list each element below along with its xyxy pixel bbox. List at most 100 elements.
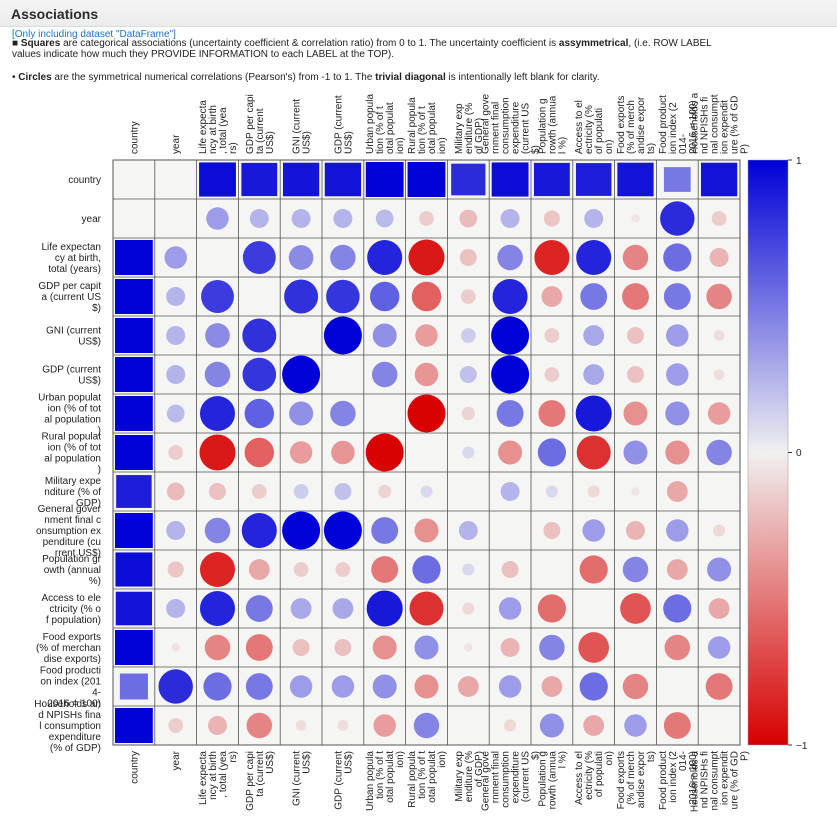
- circle-cell: [663, 243, 692, 272]
- square-cell: [663, 167, 691, 192]
- circle-cell: [462, 563, 475, 576]
- colorbar: 1 0 −1: [747, 156, 808, 752]
- circle-cell: [166, 599, 186, 618]
- column-label-bottom: ncy at birth: [208, 751, 219, 800]
- circle-cell: [500, 482, 520, 501]
- row-label: owth (annual: [44, 565, 101, 576]
- column-label-top: $): [531, 145, 542, 154]
- column-label-bottom: $): [531, 751, 542, 760]
- circle-cell: [166, 482, 185, 501]
- circle-cell: [332, 598, 354, 619]
- row-label: al population: [44, 415, 101, 426]
- circle-cell: [709, 248, 729, 267]
- circle-cell: [458, 521, 478, 540]
- circle-cell: [583, 364, 605, 385]
- row-label: ion (% of tot: [48, 404, 102, 415]
- row-label: Access to ele: [42, 593, 102, 604]
- column-label-bottom: 2016 = 100): [688, 751, 699, 805]
- circle-cell: [334, 639, 352, 656]
- circle-cell: [331, 440, 355, 465]
- circle-cell: [415, 324, 438, 347]
- column-label-top: nd NPISHs fi: [700, 97, 711, 154]
- circle-cell: [326, 279, 360, 314]
- circle-cell: [372, 635, 397, 660]
- column-label-top: year: [171, 134, 182, 154]
- circle-cell: [375, 209, 394, 228]
- circle-cell: [579, 555, 608, 584]
- column-label-top: l %): [557, 137, 568, 154]
- column-label-top: Rural popula: [407, 97, 418, 154]
- mark-layer: [115, 162, 738, 743]
- circle-cell: [663, 712, 691, 739]
- circle-cell: [166, 404, 185, 423]
- circle-cell: [242, 357, 277, 392]
- circle-cell: [204, 634, 231, 661]
- circle-cell: [414, 635, 439, 660]
- circle-cell: [242, 241, 276, 274]
- circle-cell: [323, 316, 362, 355]
- circle-cell: [541, 676, 563, 697]
- column-label-top: tion (% of t: [375, 106, 386, 154]
- column-label-top: ectricity (%: [584, 105, 595, 154]
- square-cell: [617, 162, 654, 197]
- row-label: cy at birth,: [55, 253, 101, 264]
- circle-cell: [624, 714, 647, 737]
- column-label-bottom: ion index (2: [668, 751, 679, 803]
- circle-cell: [204, 517, 231, 544]
- circle-cell: [414, 674, 439, 699]
- circle-cell: [500, 638, 520, 657]
- column-label-top: Military exp: [454, 103, 465, 154]
- circle-cell: [282, 511, 321, 550]
- circle-cell: [167, 561, 184, 578]
- circle-cell: [626, 521, 645, 540]
- circle-cell: [330, 400, 356, 427]
- circle-cell: [622, 556, 649, 583]
- circle-cell: [543, 210, 560, 227]
- circle-cell: [171, 643, 180, 652]
- row-label: Urban populat: [38, 393, 101, 404]
- circle-cell: [248, 559, 270, 580]
- column-label-bottom: of populati: [594, 751, 605, 797]
- circle-cell: [713, 369, 725, 380]
- column-label-top: , total (yea: [218, 107, 229, 154]
- square-cell: [533, 162, 570, 197]
- row-label: nditure (% of: [44, 487, 101, 498]
- column-label-top: tion (% of t: [417, 106, 428, 154]
- column-label-bottom: (current US: [521, 751, 532, 802]
- column-label-bottom: US$): [265, 751, 276, 774]
- row-label: Population gr: [42, 554, 102, 565]
- column-label-bottom: year: [171, 750, 182, 770]
- circle-cell: [539, 634, 565, 661]
- circle-cell: [206, 207, 229, 230]
- trivial-diagonal-bold: trivial diagonal: [375, 72, 446, 83]
- row-label: $): [92, 303, 101, 314]
- column-label-bottom: rnment final: [491, 751, 502, 803]
- column-label-bottom: Urban popula: [365, 751, 376, 811]
- circle-cell: [534, 239, 570, 276]
- column-label-top: of GDP): [474, 118, 485, 154]
- column-label-bottom: nal consumpt: [710, 751, 721, 811]
- column-label-top: US$): [265, 131, 276, 154]
- circle-cell: [460, 328, 476, 343]
- circle-cell: [323, 511, 362, 550]
- column-label-bottom: nd NPISHs fi: [700, 751, 711, 808]
- circle-cell: [587, 485, 600, 498]
- column-label-top: General gove: [481, 94, 492, 154]
- colorbar-gradient: [747, 159, 789, 746]
- circle-cell: [544, 328, 560, 343]
- column-label-bottom: ion): [437, 751, 448, 768]
- column-label-top: P): [740, 144, 751, 154]
- circle-cell: [249, 209, 269, 228]
- square-cell: [115, 396, 153, 431]
- page-title: Associations: [11, 6, 99, 22]
- colorbar-label-min: −1: [796, 741, 808, 752]
- circle-cell: [705, 673, 733, 700]
- circle-cell: [623, 401, 648, 426]
- column-label-bottom: country: [129, 751, 140, 784]
- circle-cell: [204, 361, 231, 388]
- column-label-bottom: l %): [557, 751, 568, 768]
- row-label: rrent US$): [55, 548, 101, 559]
- row-label: GDP (current: [42, 365, 101, 376]
- row-label: 2016 = 100): [47, 699, 101, 710]
- circle-cell: [295, 720, 307, 731]
